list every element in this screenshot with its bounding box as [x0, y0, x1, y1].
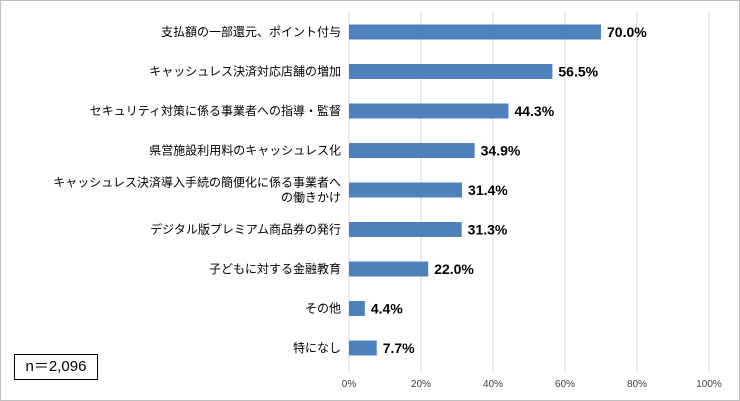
data-label: 31.3%: [468, 222, 508, 238]
category-label: デジタル版プレミアム商品券の発行: [150, 222, 341, 237]
bar: [349, 182, 463, 198]
data-label: 56.5%: [558, 64, 598, 80]
category-label: キャッシュレス決済導入手続の簡便化に係る事業者へ: [53, 175, 341, 190]
x-tick-label: 40%: [483, 379, 503, 390]
data-label: 44.3%: [514, 103, 554, 119]
x-tick-label: 80%: [627, 379, 647, 390]
bar: [349, 340, 377, 356]
bar: [349, 143, 475, 158]
x-tick-label: 100%: [696, 379, 722, 390]
category-label: の働きかけ: [281, 191, 341, 205]
category-label: セキュリティ対策に係る事業者への指導・監督: [90, 103, 341, 118]
category-label: 子どもに対する金融教育: [209, 261, 341, 276]
x-tick-label: 20%: [411, 379, 431, 390]
x-tick-label: 60%: [555, 379, 575, 390]
data-label: 70.0%: [607, 24, 647, 40]
bar: [349, 222, 462, 237]
bar: [349, 261, 429, 277]
category-label: 県営施設利用料のキャッシュレス化: [149, 143, 341, 158]
category-label: 特になし: [293, 340, 341, 355]
data-label: 34.9%: [481, 143, 521, 159]
data-label: 22.0%: [434, 261, 474, 277]
sample-size-box: n＝2,096: [14, 354, 98, 380]
category-label: 支払額の一部還元、ポイント付与: [161, 24, 341, 39]
data-label: 4.4%: [371, 301, 403, 317]
data-label: 31.4%: [468, 182, 508, 198]
data-label: 7.7%: [383, 340, 415, 356]
category-label: その他: [305, 302, 341, 316]
bar: [349, 64, 553, 79]
category-label: キャッシュレス決済対応店舗の増加: [149, 64, 341, 79]
bar: [349, 103, 509, 119]
x-tick-label: 0%: [342, 379, 357, 390]
bar: [349, 24, 601, 40]
bar: [349, 301, 365, 316]
